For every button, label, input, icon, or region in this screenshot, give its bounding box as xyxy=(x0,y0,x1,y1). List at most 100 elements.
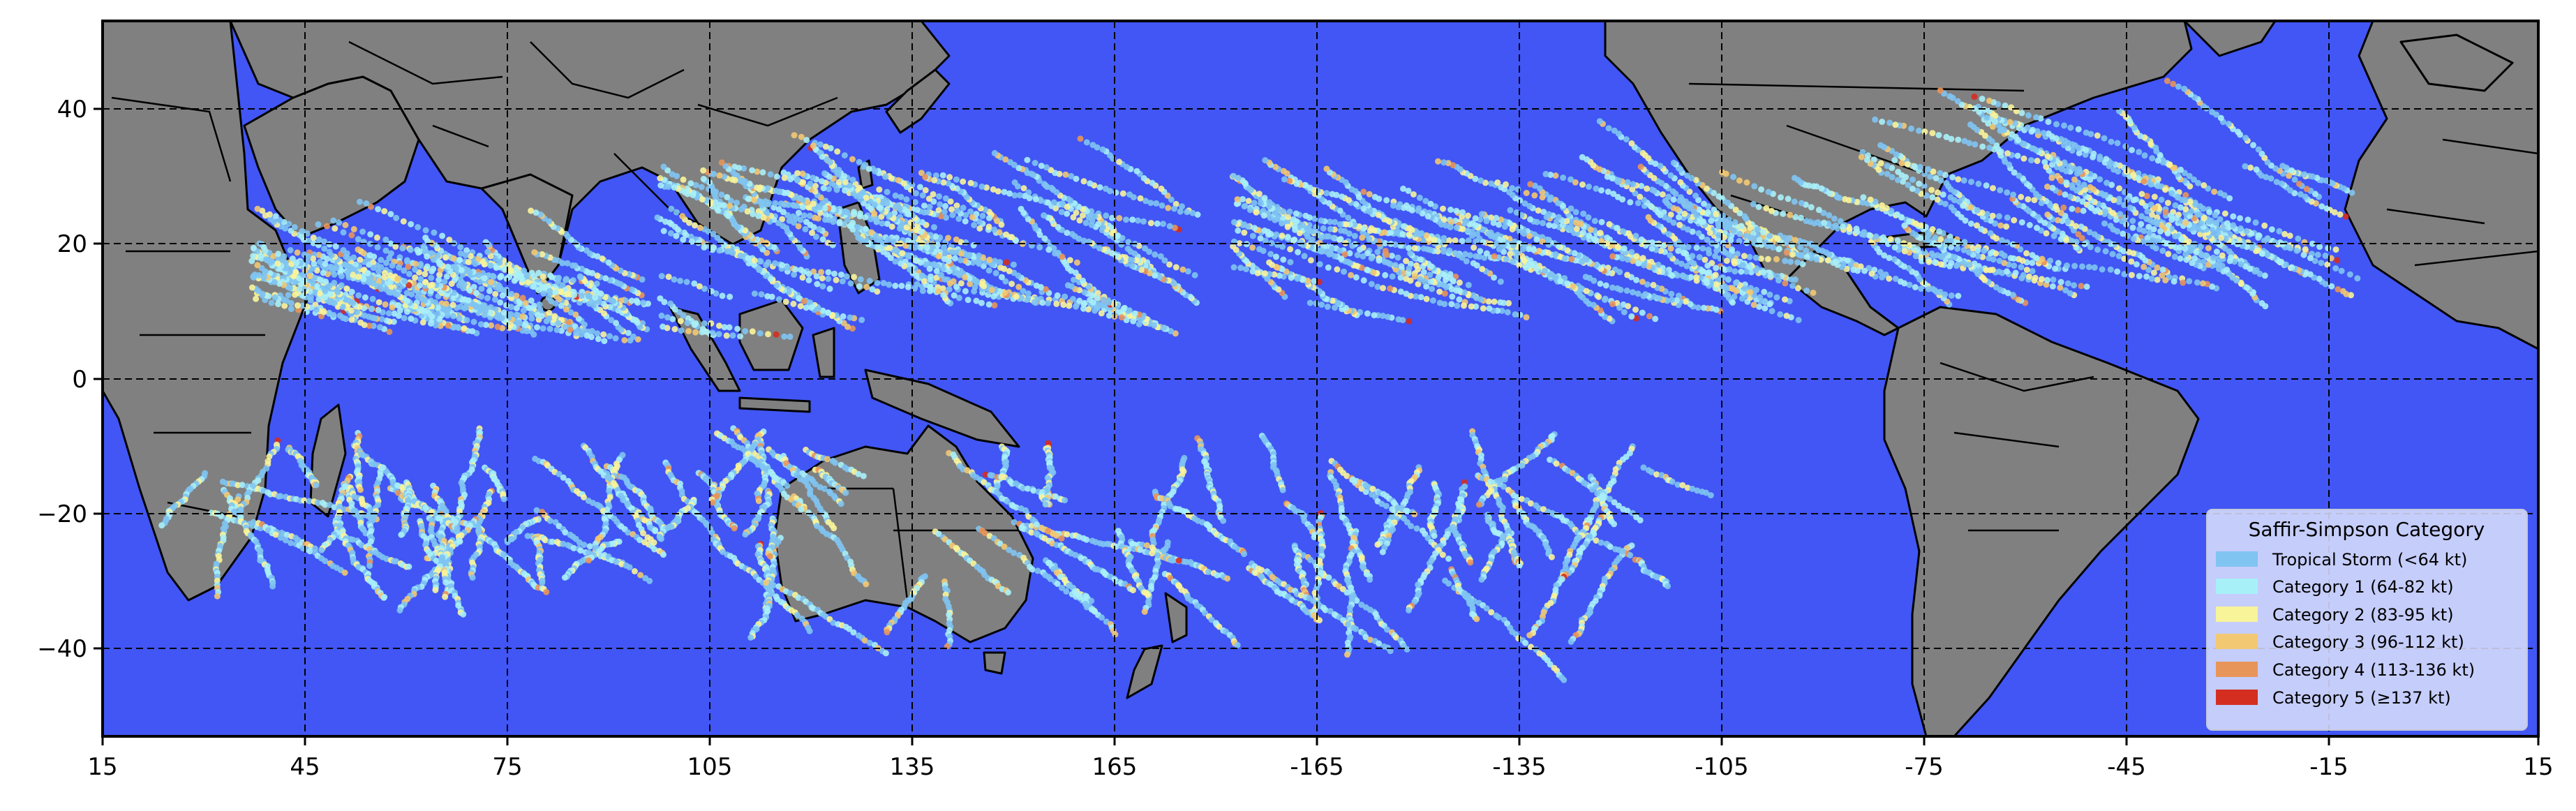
track-point xyxy=(1085,283,1092,290)
track-point xyxy=(677,318,684,325)
track-point xyxy=(673,209,680,216)
track-point xyxy=(922,187,929,193)
track-point xyxy=(716,322,722,329)
track-point xyxy=(819,236,826,243)
track-point xyxy=(762,198,769,204)
track-point xyxy=(1123,216,1129,223)
track-point xyxy=(958,250,965,257)
track-point xyxy=(1053,300,1060,307)
track-point xyxy=(878,214,885,220)
track-point xyxy=(454,525,461,532)
track-point xyxy=(958,280,965,287)
track-point xyxy=(946,174,953,181)
track-point xyxy=(806,212,813,219)
track-point xyxy=(946,280,953,287)
track-point xyxy=(812,233,819,240)
track-point xyxy=(709,246,716,253)
track-point xyxy=(704,197,711,204)
track-point xyxy=(1041,212,1048,219)
track-point xyxy=(710,230,717,237)
track-point xyxy=(904,283,911,290)
track-point xyxy=(833,276,840,283)
south-america-land xyxy=(1883,306,2200,736)
track-point xyxy=(992,269,999,276)
track-point xyxy=(1059,200,1066,207)
track-point xyxy=(869,286,876,293)
track-point xyxy=(820,185,827,192)
track-point xyxy=(1175,557,1182,564)
track-point xyxy=(960,178,967,185)
track-point xyxy=(1070,214,1077,221)
track-point xyxy=(879,198,886,205)
track-point xyxy=(930,224,937,231)
track-point xyxy=(668,205,675,212)
track-point xyxy=(985,301,992,308)
track-point xyxy=(1008,281,1015,288)
track-point xyxy=(533,507,540,514)
track-point xyxy=(865,165,872,172)
track-point xyxy=(923,244,930,251)
track-point xyxy=(561,574,568,581)
track-point xyxy=(685,328,692,334)
track-point xyxy=(862,225,869,232)
track-point xyxy=(803,304,810,311)
track-point xyxy=(745,195,752,202)
track-point xyxy=(683,278,690,285)
track-point xyxy=(782,298,789,305)
track-point xyxy=(1080,237,1087,244)
track-point xyxy=(997,264,1004,271)
track-point xyxy=(764,608,771,615)
track-point xyxy=(1005,589,1011,596)
track-point xyxy=(1172,330,1179,337)
track-point xyxy=(1080,277,1086,284)
track-point xyxy=(786,217,793,224)
track-point xyxy=(734,325,741,332)
track-point xyxy=(1015,165,1022,172)
track-point xyxy=(810,200,817,207)
track-point xyxy=(734,200,740,207)
track-point xyxy=(773,173,780,180)
track-point xyxy=(795,295,802,302)
track-point xyxy=(1085,306,1092,313)
track-point xyxy=(933,274,940,281)
track-point xyxy=(1325,574,1332,581)
track-point xyxy=(1041,235,1048,242)
track-point xyxy=(1054,292,1061,299)
track-point xyxy=(810,142,817,149)
track-point xyxy=(699,329,706,336)
track-point xyxy=(1568,638,1574,645)
track-point xyxy=(1087,180,1094,187)
track-point xyxy=(868,216,874,223)
track-point xyxy=(799,170,806,177)
track-point xyxy=(1383,503,1390,509)
track-point xyxy=(1024,156,1031,163)
track-point xyxy=(737,252,744,259)
track-point xyxy=(1038,163,1045,170)
track-point xyxy=(1129,262,1136,269)
track-point xyxy=(849,325,856,332)
track-point xyxy=(1102,185,1109,192)
track-point xyxy=(680,176,687,183)
track-point xyxy=(1052,250,1059,257)
track-point xyxy=(1473,616,1480,623)
track-point xyxy=(1135,217,1141,224)
track-point xyxy=(898,283,905,290)
track-point xyxy=(836,220,843,227)
track-point xyxy=(692,222,698,229)
track-point xyxy=(991,302,998,308)
track-point xyxy=(1627,552,1634,558)
track-point xyxy=(933,268,940,274)
track-point xyxy=(1140,218,1147,225)
track-point xyxy=(1129,587,1136,594)
track-point xyxy=(1032,160,1038,166)
track-point xyxy=(988,287,995,293)
track-point xyxy=(586,543,593,550)
track-point xyxy=(780,223,787,230)
track-point xyxy=(1039,299,1046,306)
track-point xyxy=(543,588,550,595)
track-point xyxy=(824,456,831,463)
track-point xyxy=(718,159,725,166)
track-point xyxy=(460,611,467,618)
track-point xyxy=(994,218,1000,225)
track-point xyxy=(1156,274,1163,281)
